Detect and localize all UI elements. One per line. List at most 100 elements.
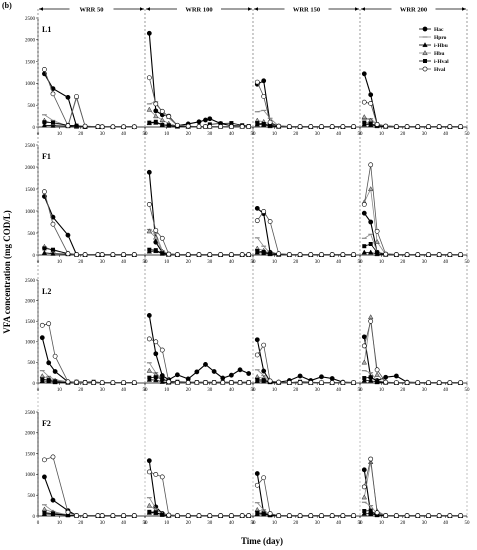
data-point-i-hval <box>362 120 367 125</box>
x-tick-label: 0 <box>252 521 255 526</box>
data-point-hval <box>121 124 126 130</box>
panel-label: (b) <box>2 1 12 10</box>
data-point-hac <box>254 205 260 211</box>
legend: Hac Hpro i-Hbu Hbu i-Hval Hval <box>419 26 449 73</box>
data-point-hval <box>351 252 356 257</box>
x-tick-label: 10 <box>164 260 170 265</box>
x-tick-label: 20 <box>293 260 299 265</box>
y-tick-label: 1500 <box>25 452 36 457</box>
data-point-hval <box>239 124 245 129</box>
data-point-hval <box>207 252 213 257</box>
data-point-hval <box>220 380 226 385</box>
data-point-hval <box>340 124 346 129</box>
x-tick-label: 40 <box>443 260 449 265</box>
x-tick-label: 10 <box>272 132 278 137</box>
x-tick-label: 30 <box>100 132 106 137</box>
x-tick-label: 20 <box>293 521 299 526</box>
x-tick-label: 30 <box>315 260 321 265</box>
data-point-hval <box>383 379 389 385</box>
data-point-hval <box>351 124 356 129</box>
row-label-f2: F2 <box>42 419 51 428</box>
data-point-hval <box>110 380 116 385</box>
data-point-hac <box>174 372 180 378</box>
data-point-i-hbu <box>159 378 165 384</box>
x-tick-label: 20 <box>78 388 84 393</box>
data-point-hval <box>415 252 421 257</box>
data-point-hval <box>237 380 243 385</box>
phase-label-bg <box>391 4 436 13</box>
data-point-hval <box>65 251 71 257</box>
data-point-hval <box>174 122 180 128</box>
data-point-hval <box>319 513 324 518</box>
y-tick-label: 2500 <box>25 17 36 22</box>
x-tick-label: 40 <box>443 388 449 393</box>
data-point-hval <box>99 380 105 385</box>
data-point-i-hval <box>147 375 152 380</box>
y-tick-label: 500 <box>28 104 36 109</box>
data-point-hac <box>361 467 367 473</box>
data-point-i-hval <box>40 377 45 382</box>
data-point-hac <box>246 371 252 376</box>
legend-marker-hac <box>422 26 428 32</box>
legend-label-hbu: Hbu <box>434 51 444 57</box>
x-tick-label: 30 <box>100 388 106 393</box>
data-point-hval <box>340 252 346 257</box>
data-point-i-hval <box>255 510 260 515</box>
data-point-hval <box>308 124 314 129</box>
x-tick-label: 30 <box>100 521 106 526</box>
data-point-i-hval <box>160 376 165 381</box>
data-point-i-hval <box>268 251 273 256</box>
x-tick-label: 40 <box>121 521 127 526</box>
x-tick-label: 40 <box>229 132 235 137</box>
data-point-hval <box>185 380 191 385</box>
data-point-hval <box>74 379 79 385</box>
x-tick-label: 10 <box>379 521 385 526</box>
series-line-hval <box>44 191 135 256</box>
x-tick-label: 0 <box>144 521 147 526</box>
data-point-hval <box>308 252 314 257</box>
data-point-hval <box>153 339 159 345</box>
data-point-i-hval <box>50 511 55 516</box>
data-point-hval <box>254 79 260 85</box>
series-hval <box>361 162 463 257</box>
x-tick-label: 40 <box>121 388 127 393</box>
data-point-hac <box>207 116 213 122</box>
data-point-hac <box>237 367 243 373</box>
data-point-hval <box>131 252 137 257</box>
x-tick-label: 20 <box>186 132 192 137</box>
data-point-hac <box>65 94 71 100</box>
data-point-hval <box>82 252 88 257</box>
data-point-i-hbu <box>368 249 374 255</box>
x-tick-label: 10 <box>379 132 385 137</box>
data-point-hval <box>95 513 101 518</box>
data-point-hval <box>121 380 126 385</box>
data-point-i-hval <box>42 246 47 251</box>
data-point-hval <box>185 123 191 129</box>
data-point-hval <box>50 221 56 227</box>
series-hval <box>39 321 137 385</box>
panel-f2-wrr-200: 0 10 20 30 40 50 <box>359 9 470 526</box>
x-tick-label: 50 <box>143 521 149 526</box>
data-point-hval <box>196 252 202 257</box>
series-line-hval <box>44 456 135 516</box>
x-tick-label: 30 <box>315 132 321 137</box>
data-point-hval <box>196 124 202 129</box>
y-tick-label: 1000 <box>25 341 36 346</box>
data-point-hval <box>436 380 442 385</box>
data-point-hac <box>254 471 260 476</box>
phase-label: WRR 150 <box>293 7 320 14</box>
data-point-hval <box>361 484 367 490</box>
data-point-hac <box>146 313 152 318</box>
data-point-hval <box>458 513 463 518</box>
series-hval <box>42 67 137 130</box>
data-point-hval <box>276 513 282 518</box>
data-point-hval <box>52 353 58 359</box>
data-point-hval <box>415 124 421 129</box>
data-point-hac <box>203 117 208 123</box>
legend-marker-hval <box>422 66 428 72</box>
